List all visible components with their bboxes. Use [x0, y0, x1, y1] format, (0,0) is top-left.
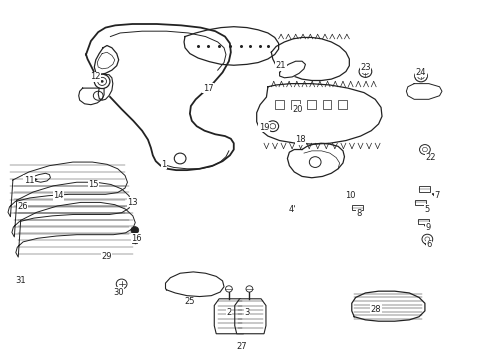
Polygon shape [32, 173, 50, 182]
Text: 23: 23 [359, 63, 370, 72]
Circle shape [98, 77, 106, 85]
Text: 24: 24 [415, 68, 426, 77]
Polygon shape [183, 27, 278, 65]
Text: 20: 20 [292, 105, 303, 114]
Polygon shape [16, 202, 135, 257]
Polygon shape [351, 291, 424, 321]
Circle shape [101, 80, 103, 83]
Bar [337, 100, 346, 109]
Text: 13: 13 [127, 198, 138, 207]
Polygon shape [279, 61, 305, 78]
Circle shape [361, 68, 368, 75]
Circle shape [358, 66, 371, 77]
Text: 8: 8 [356, 209, 361, 218]
Circle shape [94, 74, 110, 89]
Polygon shape [406, 84, 441, 99]
Text: 21: 21 [275, 61, 286, 70]
Circle shape [269, 123, 275, 129]
Text: 18: 18 [295, 135, 305, 144]
Bar [322, 100, 330, 109]
Circle shape [309, 157, 321, 167]
Polygon shape [165, 272, 224, 297]
Polygon shape [234, 299, 265, 334]
Text: 5: 5 [424, 204, 429, 213]
Text: 1: 1 [161, 160, 166, 169]
Text: 25: 25 [184, 297, 195, 306]
Text: 27: 27 [236, 342, 247, 351]
Text: 4: 4 [287, 204, 293, 213]
Text: 16: 16 [131, 234, 141, 243]
Text: 9: 9 [425, 222, 430, 231]
Polygon shape [214, 299, 245, 334]
Circle shape [414, 70, 427, 82]
Text: 11: 11 [24, 176, 34, 185]
Text: 28: 28 [370, 305, 381, 314]
Text: 2: 2 [226, 308, 231, 317]
Text: 22: 22 [425, 153, 435, 162]
Polygon shape [271, 37, 348, 81]
Circle shape [419, 145, 429, 154]
Polygon shape [79, 88, 104, 105]
Bar [414, 200, 425, 205]
Bar [290, 100, 299, 109]
Bar [418, 186, 429, 192]
Text: 19: 19 [258, 123, 269, 132]
Circle shape [245, 286, 252, 292]
Circle shape [422, 147, 427, 152]
Bar [417, 219, 428, 224]
Text: 17: 17 [202, 84, 213, 93]
Polygon shape [287, 143, 344, 178]
Circle shape [424, 237, 429, 242]
Text: 15: 15 [88, 180, 99, 189]
Text: 12: 12 [90, 72, 101, 81]
Bar [274, 100, 283, 109]
Polygon shape [256, 84, 381, 144]
Text: 31: 31 [15, 276, 25, 285]
Bar [306, 100, 315, 109]
Polygon shape [8, 162, 127, 217]
Circle shape [266, 121, 278, 132]
Text: 29: 29 [101, 252, 112, 261]
Bar [351, 205, 362, 211]
Circle shape [131, 226, 139, 234]
Circle shape [417, 73, 424, 79]
Text: 26: 26 [17, 202, 28, 211]
Polygon shape [94, 45, 119, 75]
Text: 7: 7 [433, 191, 439, 200]
Text: 10: 10 [345, 191, 355, 200]
Text: 6: 6 [425, 240, 430, 249]
Text: 3: 3 [244, 308, 249, 317]
Bar [132, 237, 137, 243]
Text: 30: 30 [113, 288, 124, 297]
Circle shape [225, 286, 232, 292]
Text: 14: 14 [53, 191, 63, 200]
Polygon shape [12, 182, 131, 237]
Polygon shape [98, 75, 113, 100]
Circle shape [421, 234, 432, 244]
Polygon shape [86, 24, 233, 170]
